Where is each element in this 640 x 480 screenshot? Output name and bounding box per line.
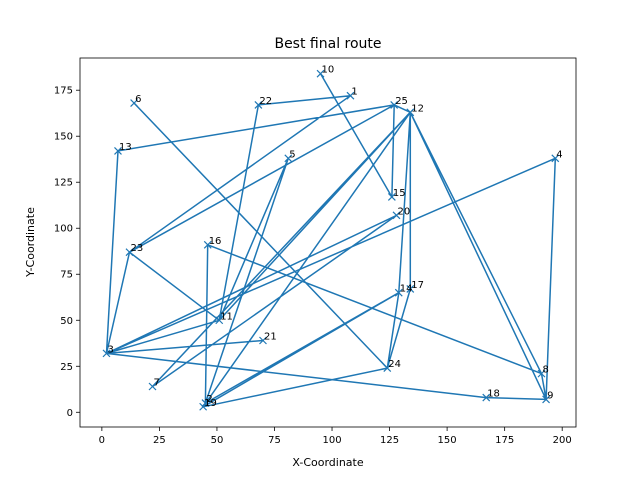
- point-marker: [390, 101, 399, 109]
- point-label: 10: [322, 65, 335, 76]
- tick-layer: 0 25 50 75 100 125 150 175 200025507510012515017…: [54, 86, 572, 446]
- point-marker: [130, 99, 139, 108]
- point-marker: [346, 91, 355, 100]
- point-marker: [125, 248, 134, 257]
- point-label: 20: [398, 206, 411, 217]
- y-tick-label: 0: [67, 408, 73, 419]
- point-marker: [537, 369, 546, 378]
- point-marker: [394, 288, 403, 297]
- plot-frame: [79, 57, 577, 428]
- point-label: 6: [135, 94, 141, 105]
- point-marker: [254, 101, 263, 109]
- point-label: 24: [388, 359, 401, 370]
- y-axis-label: Y-Coordinate: [24, 207, 37, 278]
- point-marker: [102, 349, 111, 358]
- point-label: 15: [393, 188, 406, 199]
- x-tick-label: 75: [268, 435, 281, 446]
- point-label: 22: [259, 96, 272, 107]
- x-tick-label: 125: [380, 435, 399, 446]
- y-tick-label: 100: [54, 224, 73, 235]
- point-marker: [148, 382, 157, 391]
- y-tick-label: 175: [54, 86, 73, 97]
- point-marker: [406, 108, 415, 117]
- x-tick-label: 0: [99, 435, 105, 446]
- point-label: 17: [411, 280, 424, 291]
- point-label: 8: [543, 365, 549, 376]
- label-layer: 1234567891011121314151617181920212223242…: [108, 65, 563, 409]
- point-marker: [406, 285, 415, 293]
- point-label: 7: [154, 378, 160, 389]
- point-label: 1: [351, 87, 357, 98]
- point-marker: [215, 316, 224, 325]
- point-label: 9: [547, 390, 553, 401]
- point-marker: [203, 240, 212, 249]
- x-tick-label: 100: [322, 435, 341, 446]
- point-label: 13: [119, 142, 132, 153]
- point-label: 12: [411, 103, 424, 114]
- point-label: 2: [206, 394, 212, 405]
- y-tick-label: 50: [60, 316, 73, 327]
- point-marker: [201, 399, 210, 407]
- point-marker: [542, 395, 551, 404]
- point-label: 19: [204, 398, 217, 409]
- point-marker: [284, 154, 293, 163]
- y-tick-label: 125: [54, 178, 73, 189]
- x-tick-label: 150: [438, 435, 457, 446]
- point-marker: [114, 147, 122, 155]
- x-tick-label: 50: [211, 435, 224, 446]
- x-tick-label: 175: [495, 435, 514, 446]
- x-tick-label: 200: [553, 435, 572, 446]
- point-label: 3: [108, 344, 114, 355]
- point-label: 5: [289, 149, 295, 160]
- marker-layer: [102, 69, 560, 411]
- point-marker: [551, 154, 560, 163]
- point-marker: [316, 69, 325, 78]
- point-label: 25: [395, 96, 408, 107]
- y-tick-label: 75: [60, 270, 73, 281]
- y-tick-label: 150: [54, 132, 73, 143]
- point-label: 16: [209, 236, 222, 247]
- x-axis-label: X-Coordinate: [292, 456, 363, 469]
- point-marker: [199, 402, 208, 411]
- chart-title: Best final route: [274, 36, 381, 52]
- point-label: 21: [264, 332, 277, 343]
- x-tick-label: 25: [153, 435, 166, 446]
- point-marker: [482, 393, 491, 402]
- point-marker: [392, 211, 401, 220]
- point-label: 4: [556, 149, 562, 160]
- point-label: 18: [487, 389, 500, 400]
- point-label: 14: [400, 284, 413, 295]
- point-label: 23: [131, 243, 144, 254]
- point-marker: [387, 193, 396, 201]
- point-marker: [259, 336, 267, 345]
- point-marker: [383, 364, 392, 373]
- point-label: 11: [220, 311, 233, 322]
- y-tick-label: 25: [60, 362, 73, 373]
